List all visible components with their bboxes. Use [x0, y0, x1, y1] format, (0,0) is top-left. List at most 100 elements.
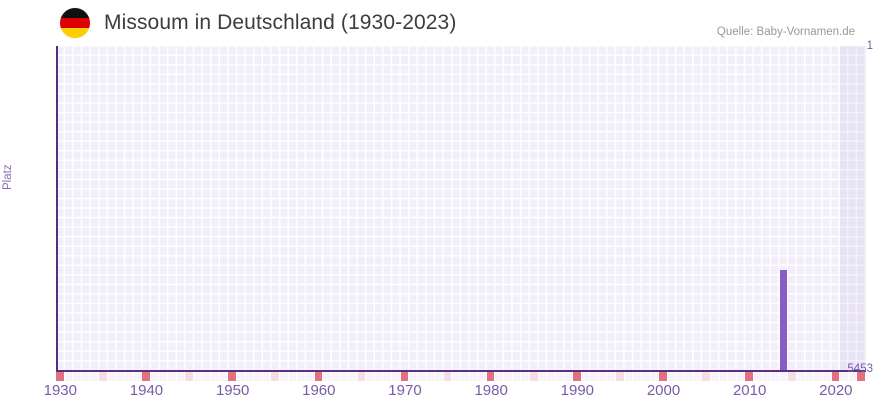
- year-cell-1983: [512, 372, 522, 381]
- year-cell-1978: [469, 372, 479, 381]
- year-cell-2021: [840, 372, 849, 381]
- year-cell-1934: [90, 372, 100, 381]
- y-axis-tick-bottom: 5453: [847, 363, 873, 375]
- year-cell-1999: [650, 372, 660, 381]
- year-cell-1951: [236, 372, 246, 381]
- year-cell-1955: [271, 372, 281, 381]
- year-cell-2015: [788, 372, 798, 381]
- year-cell-1998: [641, 372, 651, 381]
- year-cell-1969: [392, 372, 401, 381]
- year-cell-1977: [461, 372, 470, 381]
- plot-area: [56, 46, 866, 371]
- year-cell-1950: [228, 372, 237, 381]
- year-cell-2006: [710, 372, 720, 381]
- year-cell-1963: [340, 372, 349, 381]
- year-cell-1970: [400, 372, 410, 381]
- year-cell-1965: [357, 372, 367, 381]
- year-cell-1979: [478, 372, 487, 381]
- y-axis-line: [56, 46, 58, 371]
- flag-band-red: [60, 17, 90, 28]
- year-cell-2012: [762, 372, 772, 381]
- year-cell-1941: [150, 372, 160, 381]
- year-cell-1959: [305, 372, 315, 381]
- year-cell-2014: [779, 372, 789, 381]
- year-cell-1938: [124, 372, 134, 381]
- year-cell-1984: [521, 372, 530, 381]
- year-cell-1997: [633, 372, 642, 381]
- year-cell-2016: [797, 372, 806, 381]
- x-axis-tick-1970: 1970: [388, 382, 422, 399]
- year-cell-1943: [168, 372, 177, 381]
- year-cell-2003: [685, 372, 694, 381]
- year-cell-2004: [693, 372, 703, 381]
- year-cell-1980: [486, 372, 496, 381]
- year-cell-1957: [288, 372, 298, 381]
- x-axis-tick-1960: 1960: [302, 382, 336, 399]
- year-cell-1944: [176, 372, 186, 381]
- x-axis-line: [56, 370, 866, 372]
- year-cell-2007: [719, 372, 729, 381]
- year-cell-2001: [667, 372, 677, 381]
- year-cell-1972: [417, 372, 427, 381]
- year-cell-1987: [547, 372, 556, 381]
- german-flag-circle-icon: [60, 8, 90, 38]
- year-cell-1962: [331, 372, 341, 381]
- x-axis-tick-2010: 2010: [732, 382, 767, 399]
- year-cell-1989: [564, 372, 573, 381]
- year-cell-1973: [426, 372, 436, 381]
- year-cell-1986: [538, 372, 548, 381]
- year-cell-1971: [409, 372, 418, 381]
- x-axis-tick-2020: 2020: [819, 382, 853, 399]
- year-cell-2022: [848, 372, 858, 381]
- year-cell-1975: [443, 372, 453, 381]
- year-cell-1964: [348, 372, 358, 381]
- year-cell-1966: [366, 372, 375, 381]
- year-cell-1988: [555, 372, 565, 381]
- year-cell-1991: [581, 372, 591, 381]
- chart-header: Missoum in Deutschland (1930-2023) Quell…: [0, 0, 873, 46]
- source-attribution: Quelle: Baby-Vornamen.de: [716, 26, 855, 38]
- year-cell-1940: [142, 372, 151, 381]
- year-cell-1985: [529, 372, 539, 381]
- year-cell-1982: [504, 372, 513, 381]
- year-cell-1993: [598, 372, 608, 381]
- year-cell-1936: [107, 372, 117, 381]
- x-axis-tick-2000: 2000: [646, 382, 681, 399]
- year-cell-1994: [607, 372, 617, 381]
- year-cell-2002: [676, 372, 686, 381]
- year-cell-1942: [159, 372, 168, 381]
- year-cell-1935: [99, 372, 108, 381]
- year-cell-1990: [573, 372, 582, 381]
- year-cell-1961: [323, 372, 332, 381]
- year-cell-1953: [254, 372, 263, 381]
- year-cell-2000: [659, 372, 668, 381]
- year-cell-1948: [211, 372, 220, 381]
- year-cell-2008: [728, 372, 737, 381]
- grid-lines: [56, 46, 866, 371]
- page-title: Missoum in Deutschland (1930-2023): [104, 11, 457, 34]
- year-cell-1996: [624, 372, 634, 381]
- year-cell-1981: [495, 372, 505, 381]
- year-cell-1952: [245, 372, 255, 381]
- x-axis-tick-1990: 1990: [560, 382, 595, 399]
- year-cell-2020: [831, 372, 841, 381]
- year-cell-1968: [383, 372, 393, 381]
- year-cell-1949: [219, 372, 229, 381]
- year-cell-1932: [73, 372, 82, 381]
- year-cell-2011: [753, 372, 763, 381]
- year-cell-1960: [314, 372, 324, 381]
- year-cell-2023: [857, 372, 866, 381]
- year-cell-1976: [452, 372, 461, 381]
- year-cell-1954: [262, 372, 272, 381]
- flag-band-black: [60, 8, 90, 18]
- year-cell-1967: [374, 372, 384, 381]
- year-cell-2009: [736, 372, 746, 381]
- year-cell-1945: [185, 372, 194, 381]
- year-cell-2019: [822, 372, 832, 381]
- year-cell-2018: [814, 372, 823, 381]
- year-cell-1939: [133, 372, 143, 381]
- year-cell-2013: [771, 372, 780, 381]
- year-cell-1958: [297, 372, 306, 381]
- year-cell-1933: [81, 372, 91, 381]
